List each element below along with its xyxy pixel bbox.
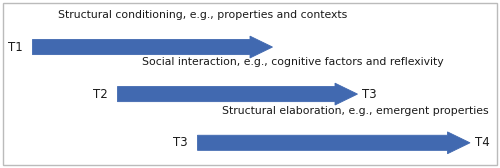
FancyArrow shape: [32, 36, 272, 58]
Text: Social interaction, e.g., cognitive factors and reflexivity: Social interaction, e.g., cognitive fact…: [142, 57, 444, 67]
Text: T4: T4: [475, 136, 490, 149]
Text: T1: T1: [8, 40, 22, 54]
FancyArrow shape: [198, 132, 470, 154]
Text: T3: T3: [362, 88, 377, 101]
Text: Structural conditioning, e.g., properties and contexts: Structural conditioning, e.g., propertie…: [58, 10, 347, 20]
Text: T2: T2: [93, 88, 108, 101]
Text: Structural elaboration, e.g., emergent properties: Structural elaboration, e.g., emergent p…: [222, 106, 489, 116]
Text: T3: T3: [173, 136, 188, 149]
FancyArrow shape: [118, 83, 358, 105]
